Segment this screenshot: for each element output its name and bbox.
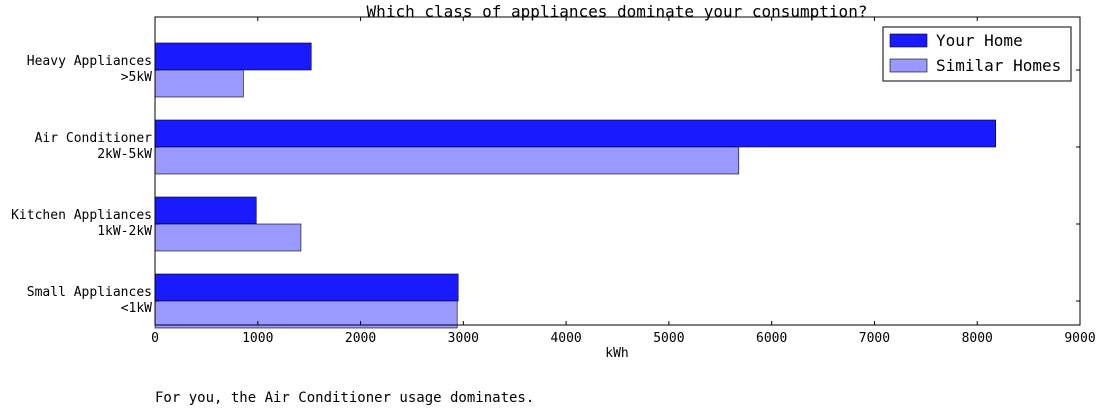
legend-swatch-your-home	[889, 33, 928, 48]
y-tick-label: <1kW	[121, 301, 152, 316]
bar-your-home-3	[154, 273, 459, 302]
bar-your-home-1	[154, 119, 997, 148]
bar-your-home-0	[154, 42, 312, 71]
x-tick-label: 0	[151, 331, 159, 346]
legend-label-similar-homes: Similar Homes	[936, 56, 1061, 75]
y-tick-label: Air Conditioner	[35, 131, 153, 146]
y-tick-label: 2kW-5kW	[97, 147, 152, 162]
bar-similar-homes-2	[154, 223, 302, 252]
legend-swatch-similar-homes	[889, 58, 928, 73]
y-tick-label: Kitchen Appliances	[11, 208, 152, 223]
x-axis-label: kWh	[605, 346, 628, 361]
caption: For you, the Air Conditioner usage domin…	[155, 390, 535, 406]
x-tick-label: 7000	[859, 331, 890, 346]
plot-area	[154, 16, 1081, 326]
x-tick-label: 1000	[242, 331, 273, 346]
y-tick-label: >5kW	[121, 70, 152, 85]
y-tick-label: 1kW-2kW	[97, 224, 152, 239]
legend: Your Home Similar Homes	[882, 26, 1072, 82]
x-tick-label: 2000	[345, 331, 376, 346]
y-tick-label: Small Appliances	[27, 285, 152, 300]
bar-similar-homes-0	[154, 69, 244, 98]
x-tick-label: 6000	[756, 331, 787, 346]
legend-label-your-home: Your Home	[936, 31, 1023, 50]
x-tick-label: 4000	[550, 331, 581, 346]
bar-your-home-2	[154, 196, 257, 225]
bar-similar-homes-3	[154, 300, 458, 329]
x-tick-label: 8000	[962, 331, 993, 346]
bar-similar-homes-1	[154, 146, 740, 175]
x-tick-label: 5000	[653, 331, 684, 346]
y-tick-label: Heavy Appliances	[27, 54, 152, 69]
x-tick-label: 3000	[448, 331, 479, 346]
chart-title: Which class of appliances dominate your …	[367, 2, 868, 21]
x-tick-label: 9000	[1064, 331, 1095, 346]
